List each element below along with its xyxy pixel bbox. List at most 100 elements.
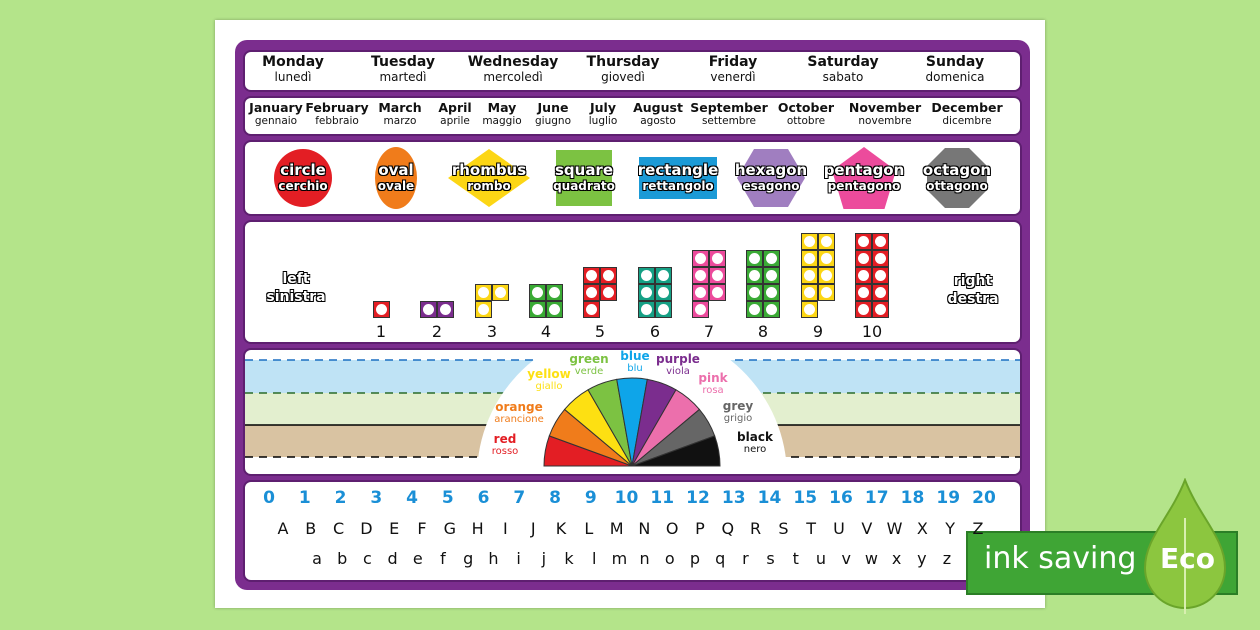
counter-cell — [546, 284, 563, 301]
circle-label: circle cerchio — [253, 152, 353, 202]
counter-cell — [801, 267, 818, 284]
day-tuesday: Tuesday martedì — [371, 54, 435, 84]
counter-dot — [586, 287, 597, 298]
counter-dot — [712, 287, 723, 298]
colour-italian: rosso — [491, 446, 519, 458]
lowercase-letter: q — [715, 549, 726, 568]
uppercase-letter: K — [555, 519, 567, 538]
day-english: Tuesday — [371, 54, 435, 70]
number-15: 15 — [793, 488, 818, 508]
shape-english: circle — [280, 161, 326, 179]
count-number: 3 — [486, 322, 498, 341]
day-sunday: Sunday domenica — [926, 54, 985, 84]
uppercase-letter: T — [806, 519, 817, 538]
uppercase-letter: V — [861, 519, 873, 538]
count-number: 6 — [649, 322, 661, 341]
yellow-colour-label: yellow giallo — [527, 367, 571, 392]
counter-dot — [821, 253, 832, 264]
counter-dot — [804, 304, 815, 315]
counter-cell — [818, 250, 835, 267]
red-colour-label: red rosso — [491, 432, 519, 458]
counter-cell — [709, 250, 726, 267]
green-colour-label: green verde — [569, 352, 608, 377]
counter-cell — [655, 301, 672, 318]
month-italian: luglio — [588, 115, 618, 127]
lowercase-letter: i — [516, 549, 521, 568]
month-english: February — [305, 100, 369, 115]
counter-cell — [818, 233, 835, 250]
number-19: 19 — [936, 488, 961, 508]
shape-english: rectangle — [637, 161, 719, 179]
count-number: 9 — [812, 322, 824, 341]
counter-dot — [858, 287, 869, 298]
counter-dot — [875, 253, 886, 264]
lowercase-letter: x — [891, 549, 902, 568]
counter-cell — [801, 301, 818, 318]
lowercase-letter: t — [792, 549, 799, 568]
month-italian: ottobre — [786, 115, 826, 127]
number-17: 17 — [864, 488, 889, 508]
counter-dot — [658, 287, 669, 298]
number-5: 5 — [441, 488, 454, 508]
lowercase-letter: w — [864, 549, 878, 568]
counter-dot — [804, 287, 815, 298]
counter-cell — [763, 301, 780, 318]
counter-dot — [375, 304, 387, 315]
month-english: April — [438, 100, 472, 115]
day-english: Wednesday — [467, 54, 559, 70]
counter-dot — [549, 287, 560, 298]
shape-english: hexagon — [734, 161, 808, 179]
counter-cell — [546, 301, 563, 318]
counter-cell — [437, 301, 454, 318]
shape-italian: rombo — [467, 179, 511, 193]
counter-cell — [638, 267, 655, 284]
counter-dot — [532, 304, 543, 315]
day-italian: domenica — [925, 70, 985, 84]
uppercase-letter: P — [695, 519, 705, 538]
day-italian: giovedì — [601, 70, 645, 84]
lowercase-letter: e — [412, 549, 423, 568]
counter-dot — [658, 304, 669, 315]
month-august: August agosto — [633, 100, 683, 127]
lowercase-letter: z — [942, 549, 952, 568]
day-english: Friday — [708, 54, 758, 70]
counter-cell — [818, 284, 835, 301]
colour-english: yellow — [527, 367, 571, 381]
hand-italian: sinistra — [266, 289, 326, 306]
colour-english: pink — [698, 371, 728, 385]
hexagon-label: hexagon esagono — [721, 152, 821, 202]
lowercase-letter: k — [564, 549, 574, 568]
shape-english: oval — [378, 161, 414, 179]
grey-colour-label: grey grigio — [723, 399, 753, 424]
counter-dot — [658, 270, 669, 281]
hand-italian: destra — [947, 291, 999, 308]
counter-cell — [692, 250, 709, 267]
counter-cell — [638, 301, 655, 318]
lowercase-letter: o — [664, 549, 675, 568]
day-saturday: Saturday sabato — [807, 54, 878, 84]
colour-italian: arancione — [494, 414, 544, 426]
uppercase-letter: Y — [945, 519, 956, 538]
counter-dot — [749, 287, 760, 298]
lowercase-letter: s — [766, 549, 775, 568]
uppercase-letter: I — [503, 519, 508, 538]
day-italian: martedì — [379, 70, 427, 84]
count-number: 5 — [594, 322, 606, 341]
colour-english: purple — [656, 352, 700, 366]
counter-dot — [749, 304, 760, 315]
day-monday: Monday lunedì — [262, 54, 324, 84]
month-italian: dicembre — [942, 115, 992, 127]
colour-english: black — [737, 430, 773, 444]
number-11: 11 — [650, 488, 675, 508]
uppercase-letter: L — [584, 519, 594, 538]
counter-cell — [692, 267, 709, 284]
counter-dot — [821, 287, 832, 298]
shape-english: rhombus — [451, 161, 527, 179]
day-wednesday: Wednesday mercoledì — [468, 54, 558, 84]
counter-dot — [695, 253, 706, 264]
lowercase-letter: m — [611, 549, 628, 568]
shape-italian: rettangolo — [642, 179, 714, 193]
circle-shape — [274, 149, 332, 207]
count-number: 2 — [431, 322, 443, 341]
counter-dot — [695, 287, 706, 298]
